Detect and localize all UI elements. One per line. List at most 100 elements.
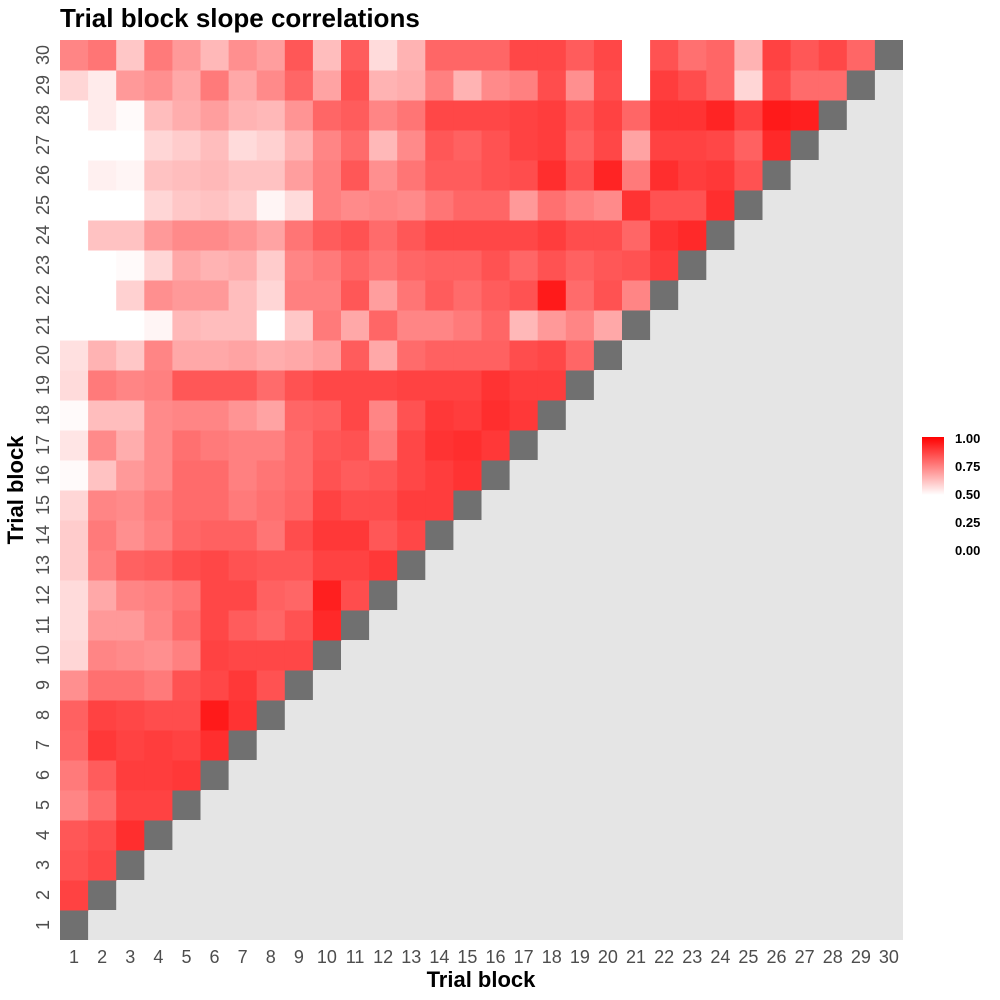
heatmap-cell [369, 550, 398, 581]
heatmap-cell [116, 610, 145, 641]
y-tick-label: 9 [33, 680, 53, 690]
heatmap-cell [228, 580, 258, 611]
heatmap-cell [312, 220, 342, 251]
heatmap-cell [650, 70, 679, 101]
heatmap-cell [706, 70, 735, 101]
x-tick-label: 30 [879, 947, 899, 967]
heatmap-cell [200, 340, 230, 371]
heatmap-cell [200, 190, 230, 221]
heatmap-cell [312, 490, 342, 521]
heatmap-cell [312, 100, 342, 131]
heatmap-cell [60, 730, 89, 761]
heatmap-cell [172, 700, 201, 731]
diagonal-cell [706, 220, 735, 250]
diagonal-cell [200, 760, 229, 790]
heatmap-cell [312, 400, 342, 431]
heatmap-cell [284, 130, 314, 161]
heatmap-cell [593, 280, 623, 311]
heatmap-cell [228, 70, 258, 101]
heatmap-cell [312, 550, 342, 581]
heatmap-cell [88, 730, 117, 761]
heatmap-cell [678, 130, 707, 161]
heatmap-cell [397, 400, 426, 431]
legend-label: 0.50 [955, 487, 980, 502]
y-tick-label: 30 [33, 45, 53, 65]
heatmap-cell [341, 520, 370, 551]
heatmap-cell [228, 430, 258, 461]
heatmap-cell [593, 100, 623, 131]
heatmap-cell [509, 370, 539, 401]
heatmap-cell [144, 160, 173, 191]
heatmap-cell [284, 340, 314, 371]
heatmap-cell [369, 370, 398, 401]
heatmap-cell [116, 790, 145, 821]
heatmap-cell [256, 160, 286, 191]
heatmap-cell [762, 40, 792, 71]
y-axis-title: Trial block [3, 435, 28, 545]
diagonal-cell [88, 880, 117, 910]
x-tick-label: 3 [125, 947, 135, 967]
diagonal-cell [790, 130, 819, 160]
heatmap-cell [228, 700, 258, 731]
heatmap-cell [593, 250, 623, 281]
heatmap-cell [88, 220, 117, 251]
heatmap-cell [425, 370, 454, 401]
heatmap-cell [678, 40, 707, 71]
heatmap-cell [172, 520, 201, 551]
y-tick-label: 6 [33, 770, 53, 780]
heatmap-cell [678, 190, 707, 221]
x-tick-label: 27 [795, 947, 815, 967]
legend-label: 0.25 [955, 515, 980, 530]
heatmap-cell [369, 400, 398, 431]
heatmap-cell [172, 550, 201, 581]
heatmap-cell [60, 70, 89, 101]
diagonal-cell [593, 340, 622, 370]
heatmap-cell [453, 70, 482, 101]
heatmap-cell [228, 280, 258, 311]
heatmap-cell [172, 280, 201, 311]
heatmap-cell [172, 640, 201, 671]
heatmap-cell [144, 250, 173, 281]
diagonal-cell [425, 520, 454, 550]
heatmap-cell [341, 400, 370, 431]
heatmap-cell [144, 130, 173, 161]
heatmap-cell [397, 40, 426, 71]
diagonal-cell [397, 550, 426, 580]
heatmap-cell [172, 430, 201, 461]
heatmap-cell [116, 400, 145, 431]
heatmap-cell [509, 160, 539, 191]
heatmap-cell [650, 190, 679, 221]
heatmap-cell [453, 100, 482, 131]
heatmap-cell [60, 100, 89, 131]
heatmap-cell [200, 400, 230, 431]
heatmap-cell [256, 220, 286, 251]
heatmap-cell [88, 40, 117, 71]
heatmap-cell [88, 190, 117, 221]
heatmap-cell [284, 310, 314, 341]
x-tick-label: 25 [738, 947, 758, 967]
heatmap-cell [60, 340, 89, 371]
heatmap-cell [228, 640, 258, 671]
heatmap-cell [88, 280, 117, 311]
heatmap-cell [284, 280, 314, 311]
heatmap-cell [88, 160, 117, 191]
heatmap-cell [509, 400, 539, 431]
heatmap-cell [790, 40, 820, 71]
heatmap-cell [172, 220, 201, 251]
heatmap-cell [397, 370, 426, 401]
heatmap-cell [509, 70, 539, 101]
heatmap-cell [88, 850, 117, 881]
diagonal-cell [453, 490, 482, 520]
heatmap-cell [60, 130, 89, 161]
heatmap-cell [369, 250, 398, 281]
heatmap-cell [341, 130, 370, 161]
heatmap-cell [537, 250, 567, 281]
heatmap-cell [200, 610, 230, 641]
heatmap-cell [172, 310, 201, 341]
heatmap-cell [200, 460, 230, 491]
heatmap-cell [341, 490, 370, 521]
heatmap-cell [397, 160, 426, 191]
heatmap-cell [228, 670, 258, 701]
heatmap-cell [284, 160, 314, 191]
heatmap-cell [116, 760, 145, 791]
